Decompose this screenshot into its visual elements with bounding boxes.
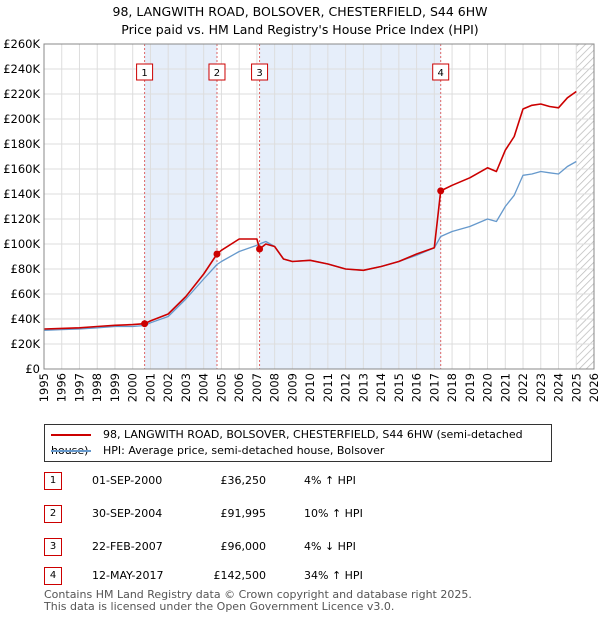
y-tick-label: £80K <box>11 262 41 276</box>
x-tick-label: 2000 <box>126 373 140 402</box>
property-swatch <box>51 434 91 436</box>
transaction-row: 3 22-FEB-2007 £96,000 4% ↓ HPI <box>44 538 564 558</box>
transaction-hpi: 34% ↑ HPI <box>304 569 363 582</box>
y-tick-label: £0 <box>25 362 40 376</box>
chart-title: 98, LANGWITH ROAD, BOLSOVER, CHESTERFIEL… <box>0 3 600 39</box>
x-tick-label: 2026 <box>587 373 600 402</box>
transaction-date: 30-SEP-2004 <box>92 507 163 520</box>
price-chart: 1 2 3 4 £0 £20K £40K £60K £80K £100K £120K £140K £16… <box>3 37 600 402</box>
x-tick-label: 2004 <box>197 373 211 402</box>
y-tick-label: £240K <box>3 62 40 76</box>
sale-marker-box <box>136 63 154 81</box>
sale-marker-label: 2 <box>214 68 220 79</box>
x-tick-label: 1996 <box>55 373 69 402</box>
legend-item-property: 98, LANGWITH ROAD, BOLSOVER, CHESTERFIEL… <box>51 427 551 457</box>
sale-marker-box <box>432 63 450 81</box>
x-tick-label: 2020 <box>481 373 495 402</box>
transaction-date: 22-FEB-2007 <box>92 540 163 553</box>
y-tick-label: £160K <box>3 162 40 176</box>
footer-copyright: Contains HM Land Registry data © Crown c… <box>44 588 472 601</box>
sale-point <box>141 320 149 328</box>
footer: Contains HM Land Registry data © Crown c… <box>44 589 472 613</box>
x-tick-label: 2023 <box>534 373 548 402</box>
hpi-swatch <box>51 450 91 452</box>
y-tick-label: £220K <box>3 87 40 101</box>
x-tick-label: 2021 <box>498 373 512 402</box>
transaction-row: 2 30-SEP-2004 £91,995 10% ↑ HPI <box>44 505 564 525</box>
x-tick-label: 1995 <box>37 373 51 402</box>
x-tick-label: 2001 <box>143 373 157 402</box>
transaction-date: 12-MAY-2017 <box>92 569 164 582</box>
legend-hpi-label: HPI: Average price, semi-detached house,… <box>103 444 385 457</box>
x-tick-label: 2008 <box>268 373 282 402</box>
ownership-shade <box>259 44 441 369</box>
x-tick-label: 1998 <box>90 373 104 402</box>
sale-point <box>437 187 445 195</box>
transaction-number: 3 <box>44 538 62 556</box>
legend: 98, LANGWITH ROAD, BOLSOVER, CHESTERFIEL… <box>44 424 552 462</box>
x-tick-label: 2009 <box>285 373 299 402</box>
y-tick-label: £20K <box>11 337 41 351</box>
property-line <box>43 90 577 330</box>
ownership-shade <box>144 44 217 369</box>
y-tick-label: £60K <box>11 287 41 301</box>
transaction-row: 1 01-SEP-2000 £36,250 4% ↑ HPI <box>44 472 564 492</box>
x-tick-label: 2018 <box>445 373 459 402</box>
footer-licence: This data is licensed under the Open Gov… <box>44 600 395 613</box>
x-tick-label: 2014 <box>374 373 388 402</box>
transaction-hpi: 4% ↓ HPI <box>304 540 356 553</box>
transaction-price: £91,995 <box>220 507 267 520</box>
transaction-number: 2 <box>44 505 62 523</box>
sale-point <box>256 245 264 253</box>
x-tick-label: 2015 <box>392 373 406 402</box>
sale-point <box>213 250 221 258</box>
transaction-date: 01-SEP-2000 <box>92 474 163 487</box>
x-tick-label: 2002 <box>161 373 175 402</box>
x-tick-label: 2003 <box>179 373 193 402</box>
x-tick-label: 2016 <box>410 373 424 402</box>
transaction-hpi: 4% ↑ HPI <box>304 474 356 487</box>
x-tick-label: 2013 <box>356 373 370 402</box>
y-tick-label: £200K <box>3 112 40 126</box>
plot-frame <box>43 43 595 370</box>
x-tick-label: 2005 <box>214 373 228 402</box>
x-tick-label: 2011 <box>321 373 335 402</box>
transaction-hpi: 10% ↑ HPI <box>304 507 363 520</box>
sale-marker-box <box>208 63 226 81</box>
sale-marker-label: 4 <box>438 68 444 79</box>
future-hatch <box>576 44 594 369</box>
y-tick-label: £40K <box>11 312 41 326</box>
sale-marker-label: 3 <box>256 68 262 79</box>
x-tick-label: 2024 <box>552 373 566 402</box>
transaction-price: £36,250 <box>220 474 267 487</box>
transaction-number: 4 <box>44 567 62 585</box>
y-tick-label: £140K <box>3 187 40 201</box>
x-tick-label: 2022 <box>516 373 530 402</box>
transaction-price: £142,500 <box>213 569 267 582</box>
y-tick-label: £100K <box>3 237 40 251</box>
x-tick-label: 1997 <box>72 373 86 402</box>
x-tick-label: 2010 <box>303 373 317 402</box>
x-tick-label: 2007 <box>250 373 264 402</box>
y-tick-label: £180K <box>3 137 40 151</box>
transaction-price: £96,000 <box>220 540 267 553</box>
transaction-number: 1 <box>44 472 62 490</box>
sale-marker-box <box>251 63 269 81</box>
x-tick-label: 2012 <box>339 373 353 402</box>
title-line-2: Price paid vs. HM Land Registry's House … <box>121 22 479 37</box>
x-tick-label: 2006 <box>232 373 246 402</box>
sale-marker-label: 1 <box>141 68 147 79</box>
transaction-row: 4 12-MAY-2017 £142,500 34% ↑ HPI <box>44 567 564 587</box>
title-line-1: 98, LANGWITH ROAD, BOLSOVER, CHESTERFIEL… <box>112 4 488 19</box>
legend-item-hpi: HPI: Average price, semi-detached house,… <box>51 443 384 459</box>
x-tick-label: 2017 <box>427 373 441 402</box>
x-tick-label: 2019 <box>463 373 477 402</box>
x-tick-label: 1999 <box>108 373 122 402</box>
x-tick-label: 2025 <box>569 373 583 402</box>
y-tick-label: £260K <box>3 37 40 51</box>
y-tick-label: £120K <box>3 212 40 226</box>
